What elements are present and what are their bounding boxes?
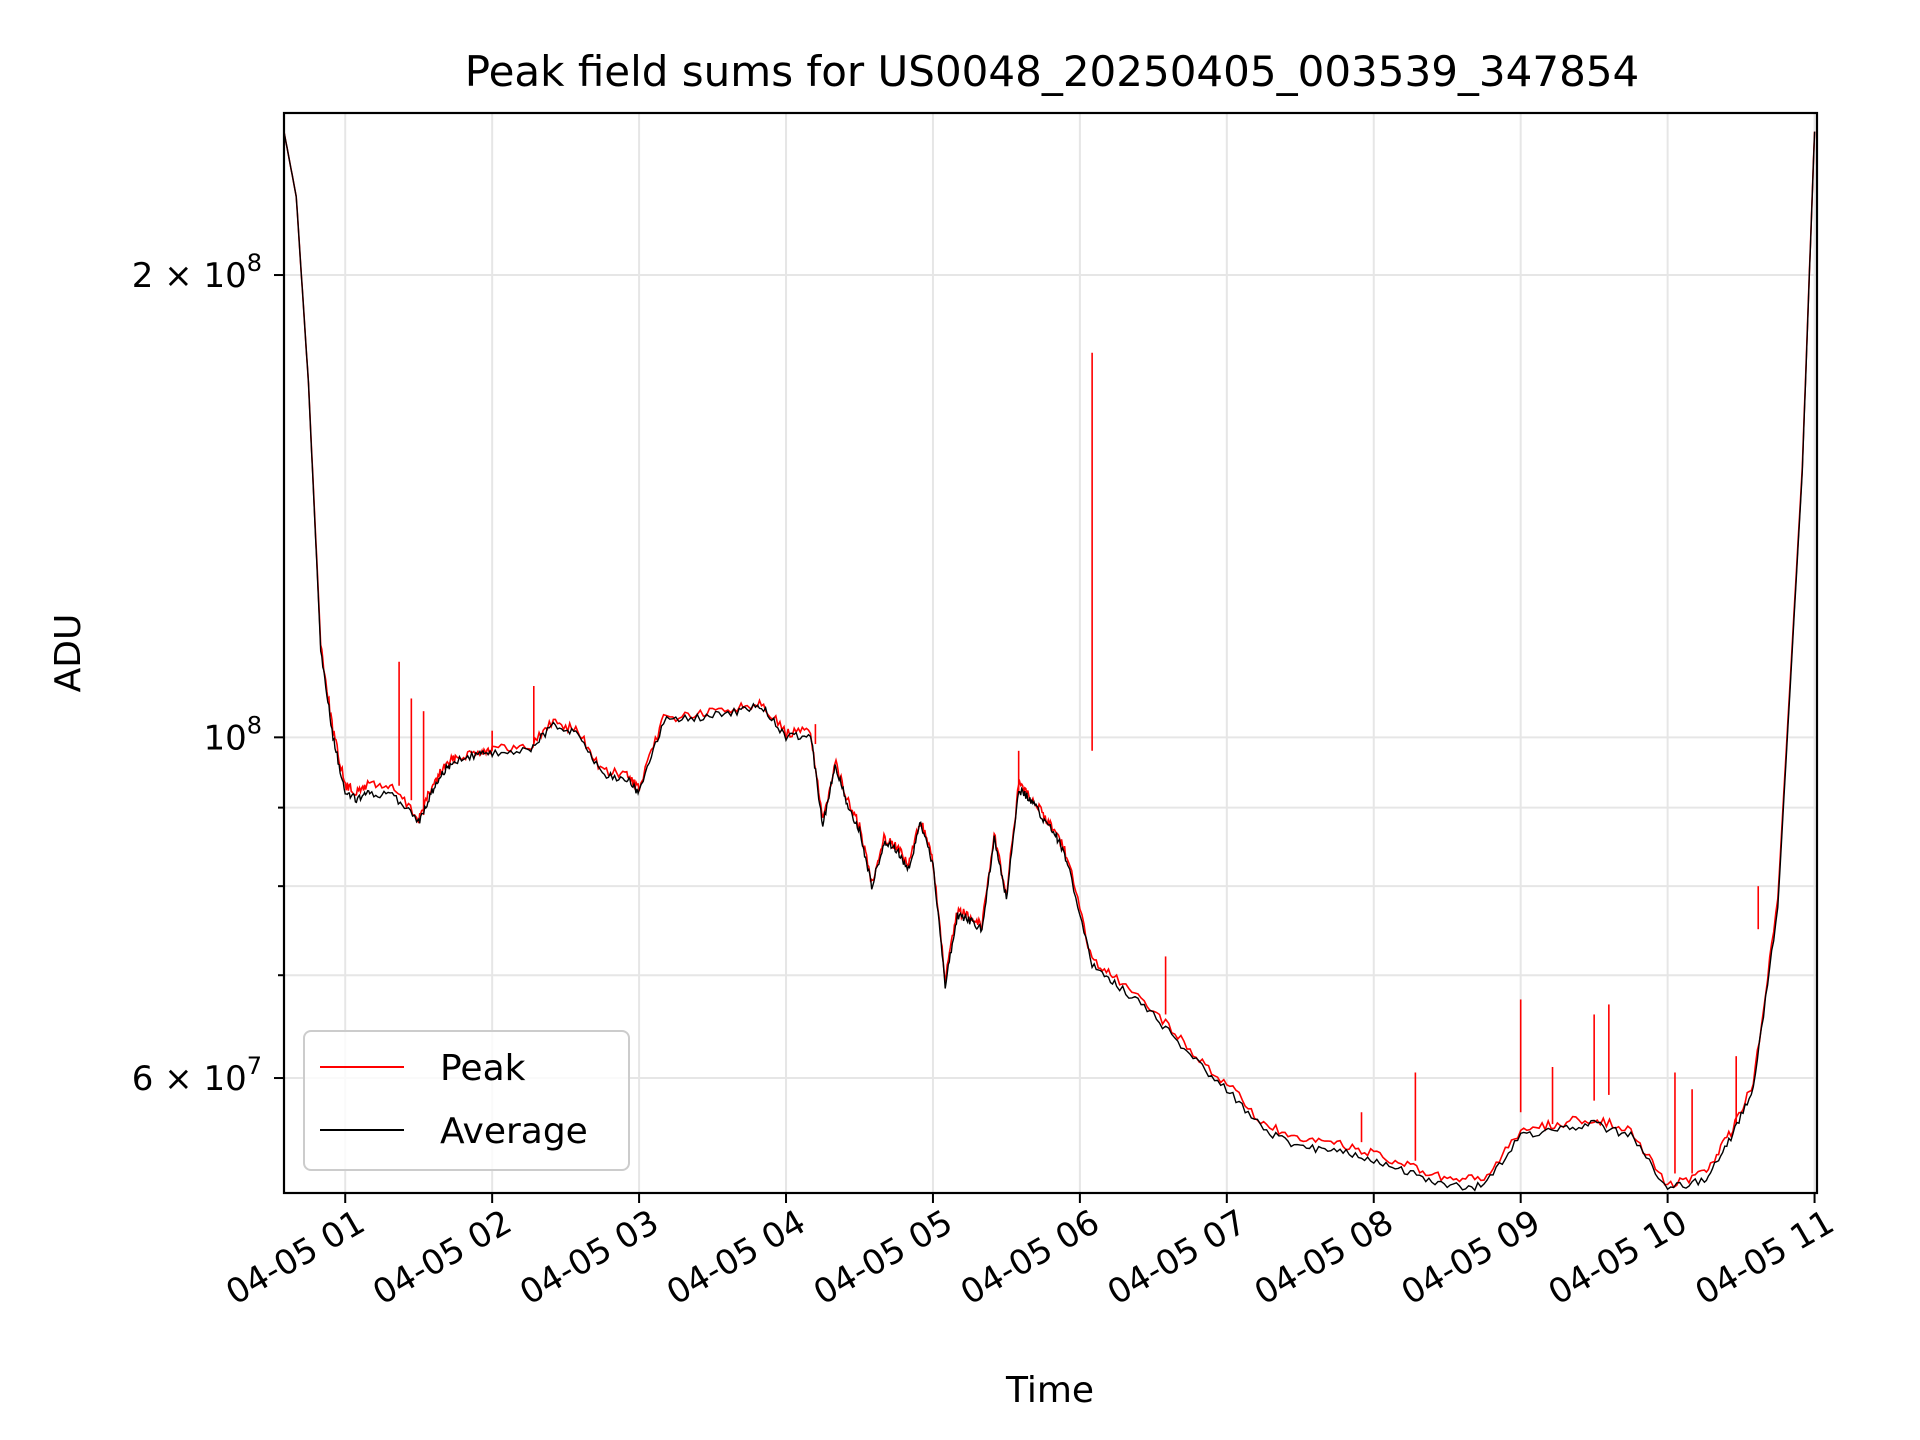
- y-axis-label: ADU: [48, 614, 89, 693]
- series-line-average: [283, 131, 1816, 1192]
- y-tick-label: 6 × 107: [132, 1052, 262, 1099]
- legend-label-average: Average: [440, 1111, 588, 1152]
- plot-frame: [282, 111, 1819, 1195]
- chart-title: Peak field sums for US0048_20250405_0035…: [465, 47, 1640, 96]
- legend-box: [303, 1030, 630, 1171]
- x-axis-label: Time: [1005, 1370, 1094, 1411]
- legend-label-peak: Peak: [440, 1048, 526, 1089]
- series-layer: [283, 131, 1816, 1192]
- y-tick-label: 108: [203, 711, 262, 758]
- legend: Peak Average: [303, 1030, 630, 1171]
- y-tick-label: 2 × 108: [132, 249, 262, 296]
